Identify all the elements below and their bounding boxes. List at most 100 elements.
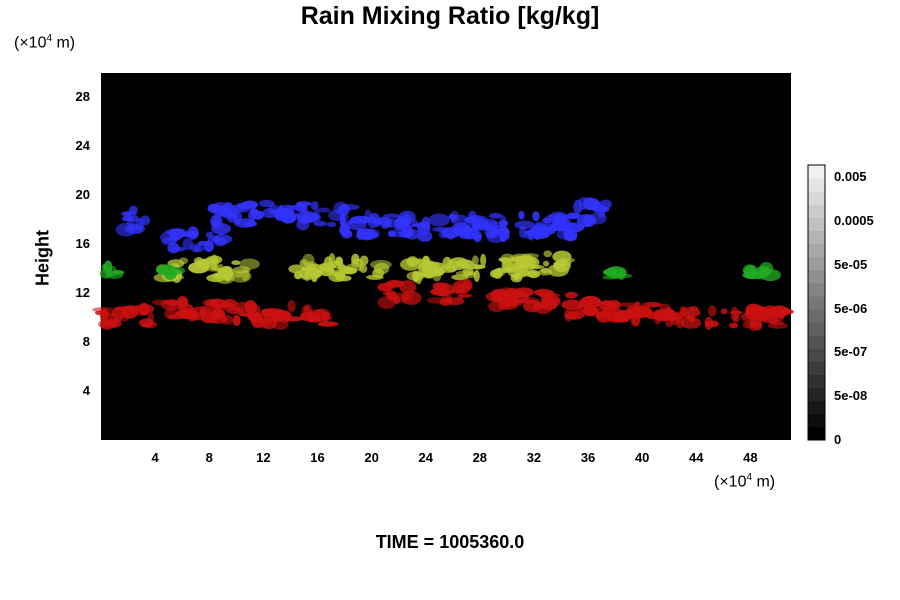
field-blob (689, 305, 699, 312)
field-blob (338, 203, 360, 211)
colorbar-tick-label: 5e-06 (834, 300, 868, 316)
colorbar-cell (808, 400, 825, 415)
field-blob (127, 216, 135, 230)
y-tick-label: 24 (75, 138, 90, 154)
chart-title: Rain Mixing Ratio [kg/kg] (300, 2, 600, 30)
colorbar-cell (808, 335, 825, 349)
field-blob (730, 306, 739, 321)
field-blob (328, 209, 346, 222)
field-blob (101, 263, 108, 271)
field-blob (182, 238, 194, 251)
y-tick-label: 16 (75, 236, 90, 252)
field-blob (279, 209, 293, 219)
field-blob (288, 264, 305, 274)
field-blob (197, 240, 210, 246)
field-blob (232, 315, 241, 327)
field-blob (366, 274, 384, 280)
x-tick-label: 12 (256, 450, 271, 465)
field-blob (750, 313, 769, 323)
field-blob (442, 256, 453, 270)
field-blob (168, 236, 181, 241)
field-blob (370, 259, 392, 270)
field-blob (221, 314, 234, 325)
plot-layers (92, 197, 794, 332)
field-blob (473, 230, 482, 243)
field-blob (404, 229, 421, 240)
field-blob (484, 225, 498, 239)
field-blob (428, 213, 450, 227)
colorbar-cell (808, 361, 825, 376)
field-blob (176, 228, 186, 234)
x-tick-label: 44 (689, 450, 704, 465)
field-blob (317, 321, 339, 327)
field-blob (542, 260, 550, 267)
field-blob (541, 217, 552, 224)
field-blob (743, 268, 754, 274)
colorbar-cell (808, 309, 825, 323)
colorbar-cell (808, 256, 825, 271)
y-axis-unit: (×104 m) (14, 33, 75, 52)
field-blob (675, 310, 690, 316)
field-blob (299, 259, 308, 267)
field-blob (258, 199, 275, 208)
field-blob (212, 201, 228, 216)
field-blob (420, 272, 440, 277)
field-blob (595, 206, 610, 213)
field-blob (338, 266, 353, 274)
x-unit-suffix: m) (752, 473, 776, 491)
x-tick-label: 20 (364, 450, 379, 465)
field-blob (759, 261, 774, 275)
colorbar-cell (808, 295, 825, 310)
field-layer (92, 278, 794, 332)
x-tick-label: 16 (310, 450, 325, 465)
field-blob (214, 303, 234, 309)
field-blob (177, 303, 194, 313)
field-blob (552, 250, 572, 263)
y-unit-prefix: (×10 (14, 34, 47, 52)
field-blob (279, 204, 293, 210)
field-blob (350, 215, 372, 224)
colorbar-cell (808, 217, 825, 231)
field-blob (583, 198, 601, 211)
field-blob (480, 253, 487, 267)
colorbar-tick-label: 0 (834, 432, 842, 447)
field-blob (765, 308, 785, 319)
colorbar-cell (808, 374, 825, 389)
field-blob (339, 223, 351, 237)
field-blob (187, 226, 199, 240)
x-unit-prefix: (×10 (714, 473, 747, 491)
field-blob (406, 271, 425, 281)
field-blob (565, 311, 585, 320)
field-blob (385, 279, 405, 288)
field-blob (417, 221, 431, 235)
field-blob (326, 221, 337, 228)
field-blob (200, 313, 219, 324)
field-blob (423, 261, 445, 269)
field-blob (497, 301, 518, 310)
field-blob (221, 265, 232, 272)
field-blob (430, 289, 441, 295)
field-blob (309, 309, 327, 321)
field-blob (408, 218, 419, 228)
field-blob (335, 275, 352, 282)
y-unit-suffix: m) (52, 34, 76, 52)
field-blob (518, 210, 525, 220)
field-blob (596, 311, 612, 323)
colorbar-cell (808, 282, 825, 297)
field-blob (485, 291, 506, 302)
field-blob (452, 279, 473, 293)
field-blob (614, 314, 628, 322)
field-blob (103, 319, 122, 329)
field-blob (212, 234, 233, 245)
colorbar-cell (808, 387, 825, 402)
field-blob (287, 300, 296, 313)
field-blob (179, 314, 199, 319)
time-label: TIME = 1005360.0 (375, 532, 525, 552)
field-blob (233, 266, 251, 274)
field-blob (313, 220, 327, 227)
field-blob (439, 298, 453, 306)
field-blob (475, 218, 488, 223)
field-blob (567, 214, 579, 220)
colorbar-cell (808, 269, 825, 284)
colorbar-tick-label: 5e-08 (834, 388, 868, 404)
